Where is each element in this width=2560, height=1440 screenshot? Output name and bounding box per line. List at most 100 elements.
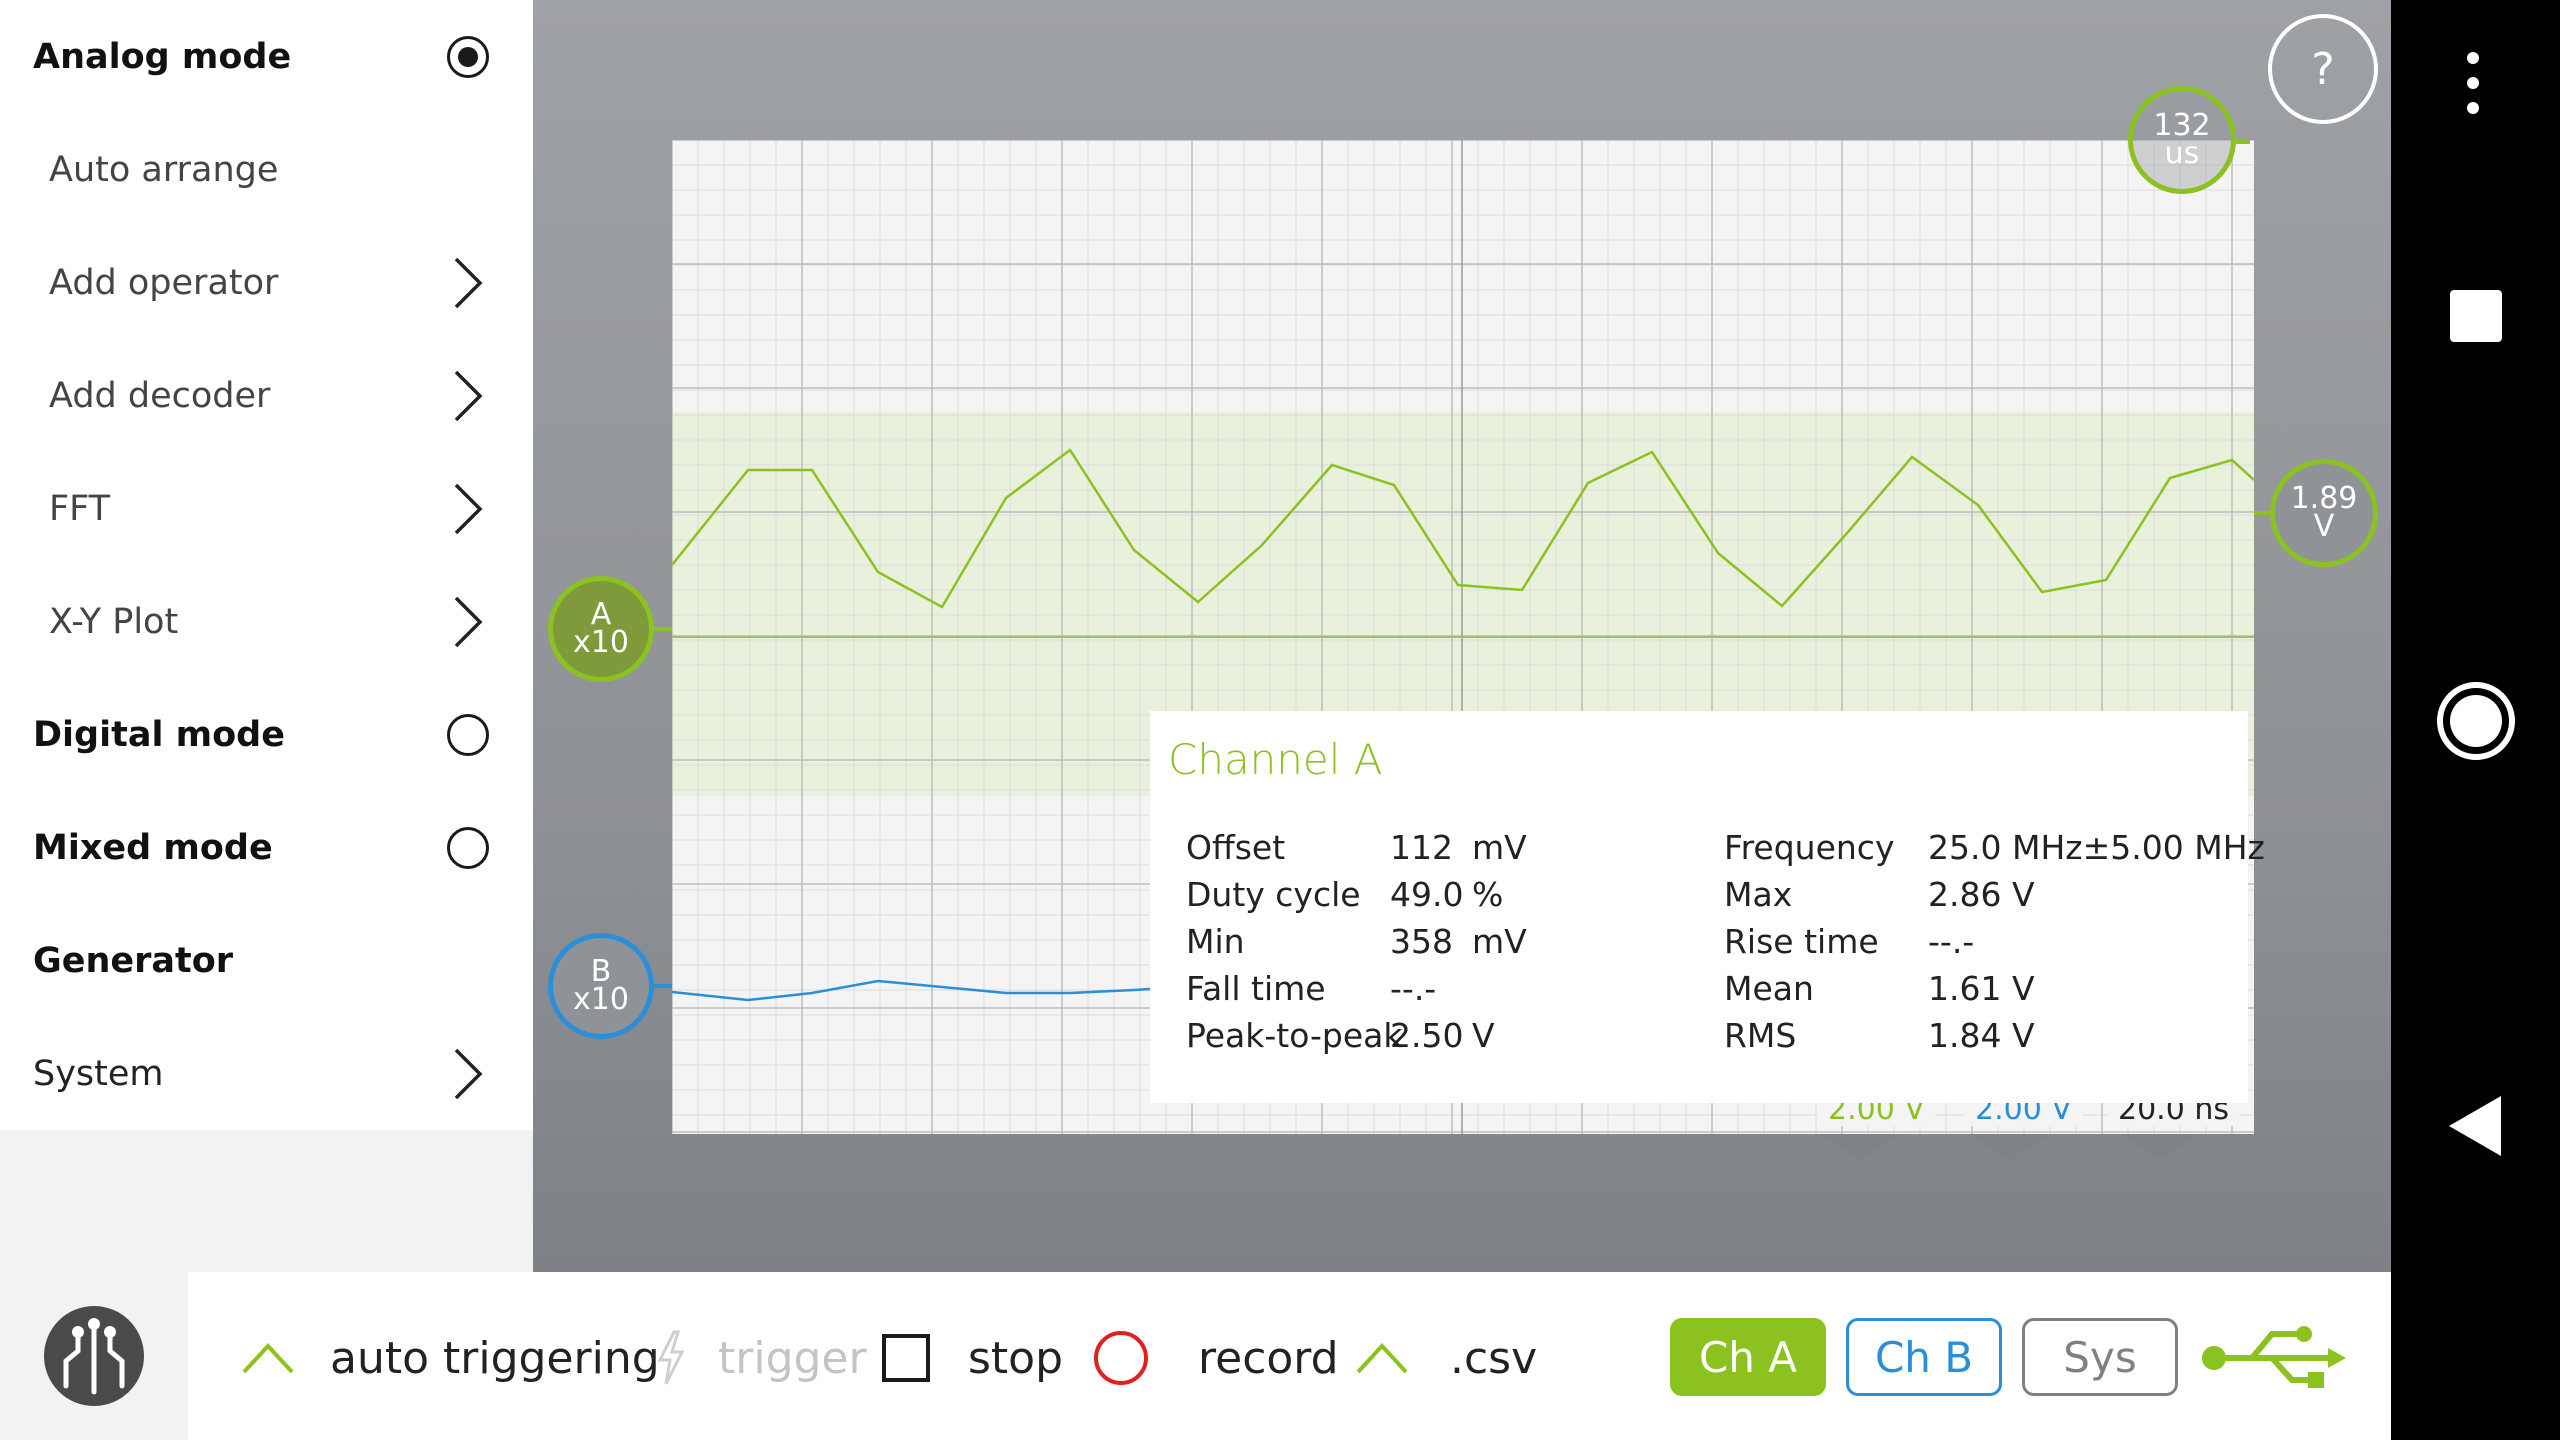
measurement-name: Rise time (1724, 922, 1879, 961)
radio-unselected-icon[interactable] (447, 826, 489, 869)
measurement-name: Fall time (1186, 969, 1326, 1008)
channel-a-marker[interactable]: A x10 (548, 576, 654, 682)
measurement-unit: V (2012, 875, 2035, 914)
measurement-unit: mV (1472, 922, 1527, 961)
drawer-item-label: Generator (33, 940, 234, 981)
measurement-min: Min 358 mV (1150, 922, 2248, 968)
chevron-right-icon (454, 370, 483, 421)
measurement-rise-time: Rise time --.- (1150, 922, 2248, 968)
back-triangle-icon[interactable] (2445, 1094, 2505, 1158)
drawer-item-analog-mode[interactable]: Analog mode (0, 0, 533, 113)
scale-arrows (1820, 1134, 2200, 1160)
chevron-right-icon (454, 483, 483, 534)
measurement-value: --.- (1928, 922, 1975, 961)
system-nav-bar (2391, 0, 2560, 1440)
measurement-duty-cycle: Duty cycle 49.0% (1150, 875, 2248, 921)
drawer-item-x-y-plot[interactable]: X-Y Plot (0, 565, 533, 678)
measurement-name: RMS (1724, 1016, 1797, 1055)
drawer-item-generator[interactable]: Generator (0, 904, 533, 1017)
measurement-unit: V (1472, 1016, 1495, 1055)
measurement-value: --.- (1390, 969, 1437, 1008)
drawer-item-label: Digital mode (33, 714, 285, 755)
stop-button[interactable]: stop (882, 1310, 1063, 1406)
radio-unselected-icon[interactable] (447, 713, 489, 756)
measurement-value: 25.0 (1928, 828, 2002, 867)
home-circle-icon[interactable] (2437, 682, 2515, 760)
trigger-button[interactable]: trigger (654, 1310, 867, 1406)
info-panel-title: Channel A (1168, 735, 1383, 784)
measurement-unit: V (2012, 969, 2035, 1008)
channel-a-marker-line (654, 627, 672, 631)
channel-b-marker[interactable]: B x10 (548, 933, 654, 1039)
measurement-offset: Offset 112 mV (1150, 828, 2248, 874)
time-offset-marker-line (2236, 140, 2250, 144)
measurement-name: Min (1186, 922, 1245, 961)
stop-icon (882, 1334, 930, 1382)
measurement-unit: V (2012, 1016, 2035, 1055)
trigger-level-marker[interactable]: 1.89 V (2270, 459, 2378, 567)
chevron-right-icon (454, 257, 483, 308)
drawer-item-fft[interactable]: FFT (0, 452, 533, 565)
drawer-item-label: Add decoder (49, 375, 271, 416)
measurement-value: 1.84 (1928, 1016, 2002, 1055)
drawer-item-digital-mode[interactable]: Digital mode (0, 678, 533, 791)
lightning-icon (657, 1330, 685, 1385)
auto-trigger-icon (242, 1343, 294, 1374)
drawer-item-label: Auto arrange (49, 149, 279, 190)
measurement-name: Max (1724, 875, 1793, 914)
drawer-item-label: FFT (49, 488, 111, 529)
drawer-item-auto-arrange[interactable]: Auto arrange (0, 113, 533, 226)
measurement-name: Peak-to-peak (1186, 1016, 1403, 1055)
navigation-drawer (0, 0, 533, 1130)
measurement-value: 49.0 (1390, 875, 1464, 914)
measurement-unit: MHz±5.00 MHz (2012, 828, 2265, 867)
measurement-unit: mV (1472, 828, 1527, 867)
csv-icon (1356, 1343, 1408, 1374)
measurement-name: Frequency (1724, 828, 1895, 867)
drawer-item-label: Add operator (49, 262, 279, 303)
auto-triggering-button[interactable]: auto triggering (240, 1310, 660, 1406)
csv-export-button[interactable]: .csv (1354, 1310, 1537, 1406)
drawer-item-mixed-mode[interactable]: Mixed mode (0, 791, 533, 904)
drawer-item-label: Analog mode (33, 36, 292, 77)
usb-icon[interactable] (2200, 1322, 2350, 1392)
chevron-right-icon (454, 1048, 483, 1099)
measurement-value: 2.86 (1928, 875, 2002, 914)
measurement-mean: Mean 1.61 V (1150, 969, 2248, 1015)
channel-b-trace (672, 979, 1151, 1002)
oscilloscope-grid[interactable] (672, 140, 2254, 1134)
radio-selected-icon[interactable] (447, 35, 489, 78)
trigger-level-marker-line (2254, 511, 2270, 515)
drawer-item-add-operator[interactable]: Add operator (0, 226, 533, 339)
measurement-name: Mean (1724, 969, 1814, 1008)
measurement-frequency: Frequency 25.0 MHz±5.00 MHz (1150, 828, 2265, 874)
channel-info-panel[interactable]: Channel A Offset 112 mV Duty cycle 49.0% Min 3… (1150, 711, 2265, 1103)
drawer-item-label: Mixed mode (33, 827, 273, 868)
recents-square-icon[interactable] (2450, 290, 2502, 342)
time-offset-marker[interactable]: 132 us (2128, 86, 2236, 194)
measurement-max: Max 2.86 V (1150, 875, 2248, 921)
app-logo-icon[interactable] (44, 1306, 144, 1406)
overflow-menu-icon[interactable] (2458, 52, 2488, 122)
help-button[interactable]: ? (2268, 14, 2378, 124)
measurement-name: Duty cycle (1186, 875, 1361, 914)
drawer-item-add-decoder[interactable]: Add decoder (0, 339, 533, 452)
logo-area (0, 1272, 188, 1440)
drawer-item-system[interactable]: System (0, 1017, 533, 1130)
sys-button[interactable]: Sys (2022, 1318, 2178, 1396)
ch-a-button[interactable]: Ch A (1670, 1318, 1826, 1396)
measurement-value: 112 (1390, 828, 1453, 867)
measurement-value: 2.50 (1390, 1016, 1464, 1055)
measurement-rms: RMS 1.84 V (1150, 1016, 2248, 1062)
measurement-name: Offset (1186, 828, 1286, 867)
measurement-peak-to-peak: Peak-to-peak 2.50 V (1150, 1016, 2248, 1062)
channel-b-marker-line (654, 984, 672, 988)
measurement-value: 1.61 (1928, 969, 2002, 1008)
drawer-item-label: System (33, 1053, 164, 1094)
channel-a-trace (672, 448, 2254, 609)
measurement-value: 358 (1390, 922, 1453, 961)
measurement-unit: % (1472, 875, 1504, 914)
record-button[interactable]: record (1094, 1310, 1339, 1406)
drawer-empty-area (0, 1130, 533, 1272)
ch-b-button[interactable]: Ch B (1846, 1318, 2002, 1396)
